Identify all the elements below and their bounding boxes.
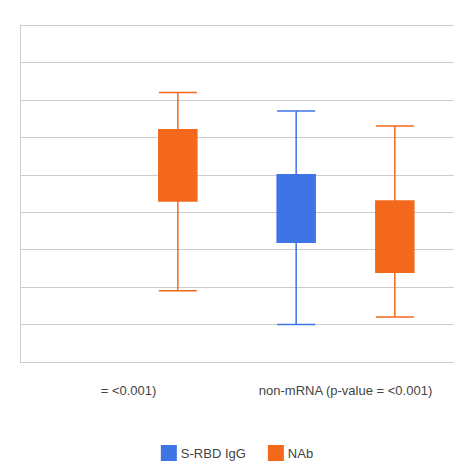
svg-text:non-mRNA (p-value = <0.001): non-mRNA (p-value = <0.001) <box>259 383 432 398</box>
svg-text:S-RBD IgG: S-RBD IgG <box>181 446 246 461</box>
svg-text:= <0.001): = <0.001) <box>101 383 157 398</box>
svg-text:NAb: NAb <box>288 446 313 461</box>
